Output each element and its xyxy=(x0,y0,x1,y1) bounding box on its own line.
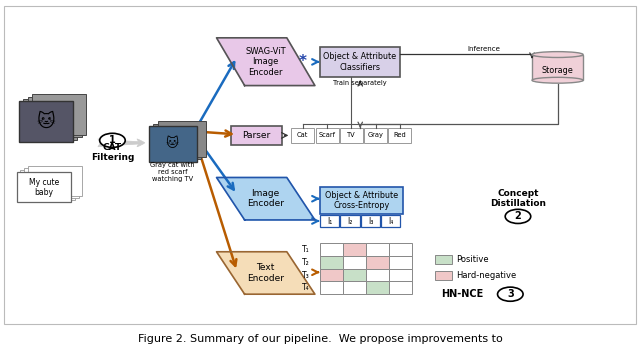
FancyBboxPatch shape xyxy=(364,128,387,143)
FancyBboxPatch shape xyxy=(320,187,403,214)
Circle shape xyxy=(100,133,125,147)
FancyBboxPatch shape xyxy=(230,126,282,144)
Text: Train separately: Train separately xyxy=(333,80,387,86)
Text: Storage: Storage xyxy=(541,66,573,75)
Text: Gray cat with
red scarf
watching TV: Gray cat with red scarf watching TV xyxy=(150,162,195,182)
FancyBboxPatch shape xyxy=(366,282,389,294)
FancyBboxPatch shape xyxy=(366,243,389,256)
FancyBboxPatch shape xyxy=(291,128,314,143)
Text: 🐱: 🐱 xyxy=(36,113,55,131)
Text: T₃: T₃ xyxy=(302,271,310,280)
FancyBboxPatch shape xyxy=(320,215,339,227)
Text: Positive: Positive xyxy=(456,255,489,264)
FancyBboxPatch shape xyxy=(20,170,75,200)
FancyBboxPatch shape xyxy=(320,47,400,77)
Text: My cute
baby: My cute baby xyxy=(29,178,60,197)
Text: I₄: I₄ xyxy=(388,217,394,226)
Text: Figure 2. Summary of our pipeline.  We propose improvements to: Figure 2. Summary of our pipeline. We pr… xyxy=(138,334,502,344)
Text: SWAG-ViT
Image
Encoder: SWAG-ViT Image Encoder xyxy=(245,47,286,77)
Text: Scarf: Scarf xyxy=(319,132,335,138)
FancyBboxPatch shape xyxy=(343,269,366,282)
FancyBboxPatch shape xyxy=(435,255,452,264)
Ellipse shape xyxy=(532,51,583,58)
Text: I₁: I₁ xyxy=(327,217,332,226)
FancyBboxPatch shape xyxy=(388,128,412,143)
Text: *: * xyxy=(299,54,307,69)
FancyBboxPatch shape xyxy=(19,102,73,142)
Polygon shape xyxy=(216,252,315,294)
Text: Parser: Parser xyxy=(242,131,270,140)
FancyBboxPatch shape xyxy=(343,243,366,256)
FancyBboxPatch shape xyxy=(389,269,412,282)
Text: I₃: I₃ xyxy=(368,217,373,226)
Text: 🐱: 🐱 xyxy=(166,137,179,151)
Text: T₂: T₂ xyxy=(302,258,310,267)
Text: CAT
Filtering: CAT Filtering xyxy=(91,143,134,163)
FancyBboxPatch shape xyxy=(149,126,196,162)
Text: T₁: T₁ xyxy=(302,245,310,254)
Text: I₂: I₂ xyxy=(348,217,353,226)
FancyBboxPatch shape xyxy=(381,215,401,227)
FancyBboxPatch shape xyxy=(32,94,86,135)
Text: 1: 1 xyxy=(109,135,116,145)
Text: 2: 2 xyxy=(515,211,522,222)
FancyBboxPatch shape xyxy=(361,215,380,227)
FancyBboxPatch shape xyxy=(17,172,71,202)
Text: Object & Attribute
Classifiers: Object & Attribute Classifiers xyxy=(323,52,396,72)
Ellipse shape xyxy=(532,77,583,83)
Text: Gray: Gray xyxy=(367,132,383,138)
Text: TV: TV xyxy=(347,132,356,138)
FancyBboxPatch shape xyxy=(320,282,343,294)
Text: 3: 3 xyxy=(507,289,514,299)
FancyBboxPatch shape xyxy=(366,256,389,269)
Polygon shape xyxy=(216,38,315,86)
Circle shape xyxy=(497,287,523,301)
Circle shape xyxy=(505,209,531,223)
Text: HN-NCE: HN-NCE xyxy=(442,289,484,299)
FancyBboxPatch shape xyxy=(389,256,412,269)
FancyBboxPatch shape xyxy=(435,271,452,280)
Polygon shape xyxy=(216,178,315,220)
FancyBboxPatch shape xyxy=(532,55,583,80)
FancyBboxPatch shape xyxy=(320,269,343,282)
FancyBboxPatch shape xyxy=(366,269,389,282)
Text: Cat: Cat xyxy=(297,132,308,138)
FancyBboxPatch shape xyxy=(343,282,366,294)
FancyBboxPatch shape xyxy=(389,282,412,294)
FancyBboxPatch shape xyxy=(24,168,79,198)
FancyBboxPatch shape xyxy=(28,97,82,137)
FancyBboxPatch shape xyxy=(316,128,339,143)
Text: T₄: T₄ xyxy=(302,283,310,292)
Text: Hard-negative: Hard-negative xyxy=(456,271,516,280)
FancyBboxPatch shape xyxy=(320,256,343,269)
FancyBboxPatch shape xyxy=(320,243,343,256)
FancyBboxPatch shape xyxy=(343,256,366,269)
Text: Concept
Distillation: Concept Distillation xyxy=(490,189,546,208)
FancyBboxPatch shape xyxy=(154,124,201,159)
FancyBboxPatch shape xyxy=(158,121,205,157)
FancyBboxPatch shape xyxy=(4,6,636,324)
Text: Text
Encoder: Text Encoder xyxy=(247,263,284,283)
Text: Red: Red xyxy=(394,132,406,138)
Text: Object & Attribute
Cross-Entropy: Object & Attribute Cross-Entropy xyxy=(325,191,398,210)
FancyBboxPatch shape xyxy=(340,215,360,227)
Text: Inference: Inference xyxy=(467,47,500,53)
FancyBboxPatch shape xyxy=(340,128,363,143)
FancyBboxPatch shape xyxy=(389,243,412,256)
FancyBboxPatch shape xyxy=(28,166,83,196)
FancyBboxPatch shape xyxy=(23,99,77,140)
Text: Image
Encoder: Image Encoder xyxy=(247,189,284,208)
